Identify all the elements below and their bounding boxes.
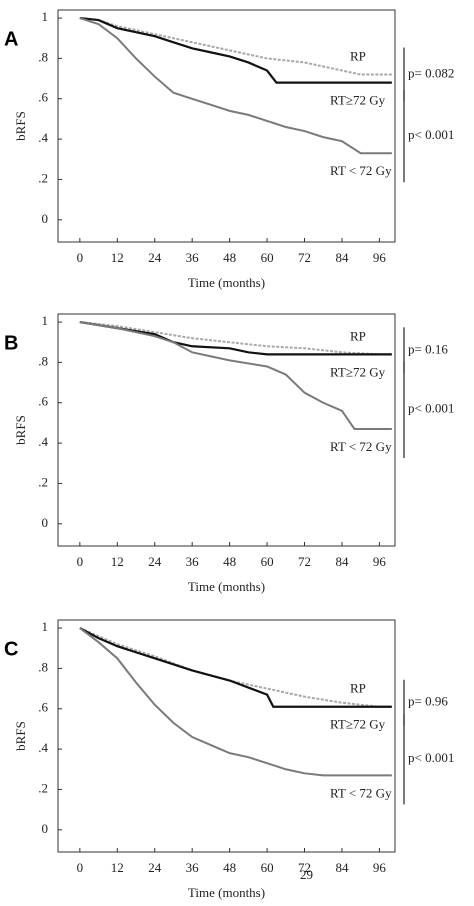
- x-tick-label: 24: [148, 250, 162, 265]
- y-tick-label: .2: [38, 170, 48, 185]
- x-tick-label: 24: [148, 554, 162, 569]
- p-value: p< 0.001: [408, 127, 454, 142]
- p-value: p= 0.96: [408, 694, 448, 709]
- x-tick-label: 36: [186, 250, 200, 265]
- y-tick-label: 0: [42, 821, 49, 836]
- x-tick-label: 60: [261, 554, 274, 569]
- survival-curve: [79, 627, 392, 708]
- x-tick-label: 72: [298, 250, 311, 265]
- series-label: RT≥72 Gy: [330, 717, 386, 732]
- series-label: RP: [350, 681, 366, 696]
- x-tick-label: 72: [298, 554, 311, 569]
- y-tick-label: .8: [38, 659, 48, 674]
- y-tick-label: .8: [38, 353, 48, 368]
- series-label: RP: [350, 49, 366, 64]
- y-tick-label: .2: [38, 780, 48, 795]
- survival-curve: [79, 627, 392, 777]
- y-tick-label: .6: [38, 394, 48, 409]
- panel-label: B: [4, 332, 18, 354]
- x-axis-title: Time (months): [188, 275, 265, 290]
- y-tick-label: 0: [42, 515, 49, 530]
- x-tick-label: 48: [223, 860, 236, 875]
- y-tick-label: .8: [38, 49, 48, 64]
- series-label: RT < 72 Gy: [330, 439, 392, 454]
- y-tick-label: 1: [42, 313, 49, 328]
- y-tick-label: .4: [38, 130, 48, 145]
- y-axis-title: bRFS: [13, 415, 28, 445]
- x-tick-label: 12: [111, 250, 124, 265]
- x-axis-title: Time (months): [188, 579, 265, 594]
- x-tick-label: 0: [77, 250, 84, 265]
- p-value: p= 0.16: [408, 341, 448, 356]
- x-tick-label: 12: [111, 554, 124, 569]
- x-tick-label: 0: [77, 860, 84, 875]
- series-label: RT < 72 Gy: [330, 785, 392, 800]
- survival-curve: [79, 321, 392, 356]
- x-tick-label: 48: [223, 554, 236, 569]
- survival-curve: [79, 17, 392, 155]
- y-tick-label: .4: [38, 740, 48, 755]
- plot-frame: [57, 619, 396, 853]
- series-label: RP: [350, 328, 366, 343]
- x-tick-label: 72: [298, 860, 311, 875]
- y-tick-label: 1: [42, 619, 49, 634]
- x-tick-label: 60: [261, 860, 274, 875]
- y-tick-label: .6: [38, 700, 48, 715]
- y-axis-title: bRFS: [13, 111, 28, 141]
- series-label: RT≥72 Gy: [330, 364, 386, 379]
- panel-label: A: [4, 28, 18, 50]
- p-value: p< 0.001: [408, 401, 454, 416]
- survival-curve: [79, 321, 392, 430]
- y-tick-label: .2: [38, 474, 48, 489]
- series-label: RT≥72 Gy: [330, 93, 386, 108]
- x-tick-label: 36: [186, 860, 200, 875]
- x-tick-label: 0: [77, 554, 84, 569]
- survival-curve: [79, 627, 392, 708]
- x-tick-label: 96: [373, 554, 387, 569]
- survival-curve: [79, 16, 392, 84]
- p-value: p= 0.082: [408, 66, 454, 81]
- x-tick-label: 48: [223, 250, 236, 265]
- y-axis-title: bRFS: [13, 721, 28, 751]
- x-tick-label: 96: [373, 860, 387, 875]
- x-tick-label: 24: [148, 860, 162, 875]
- x-axis-title: Time (months): [188, 885, 265, 900]
- x-tick-label: 84: [335, 554, 349, 569]
- y-tick-label: .4: [38, 434, 48, 449]
- plot-frame: [57, 9, 396, 243]
- survival-curve: [79, 17, 392, 76]
- panel-label: C: [4, 638, 18, 660]
- series-label: RT < 72 Gy: [330, 163, 392, 178]
- x-tick-label: 36: [186, 554, 200, 569]
- y-tick-label: 0: [42, 211, 49, 226]
- x-tick-label: 12: [111, 860, 124, 875]
- x-tick-label: 60: [261, 250, 274, 265]
- y-tick-label: .6: [38, 90, 48, 105]
- x-tick-label: 84: [335, 250, 349, 265]
- page-number: 29: [300, 867, 313, 882]
- plot-frame: [57, 313, 396, 547]
- x-tick-label: 84: [335, 860, 349, 875]
- x-tick-label: 96: [373, 250, 387, 265]
- y-tick-label: 1: [42, 9, 49, 24]
- p-value: p< 0.001: [408, 750, 454, 765]
